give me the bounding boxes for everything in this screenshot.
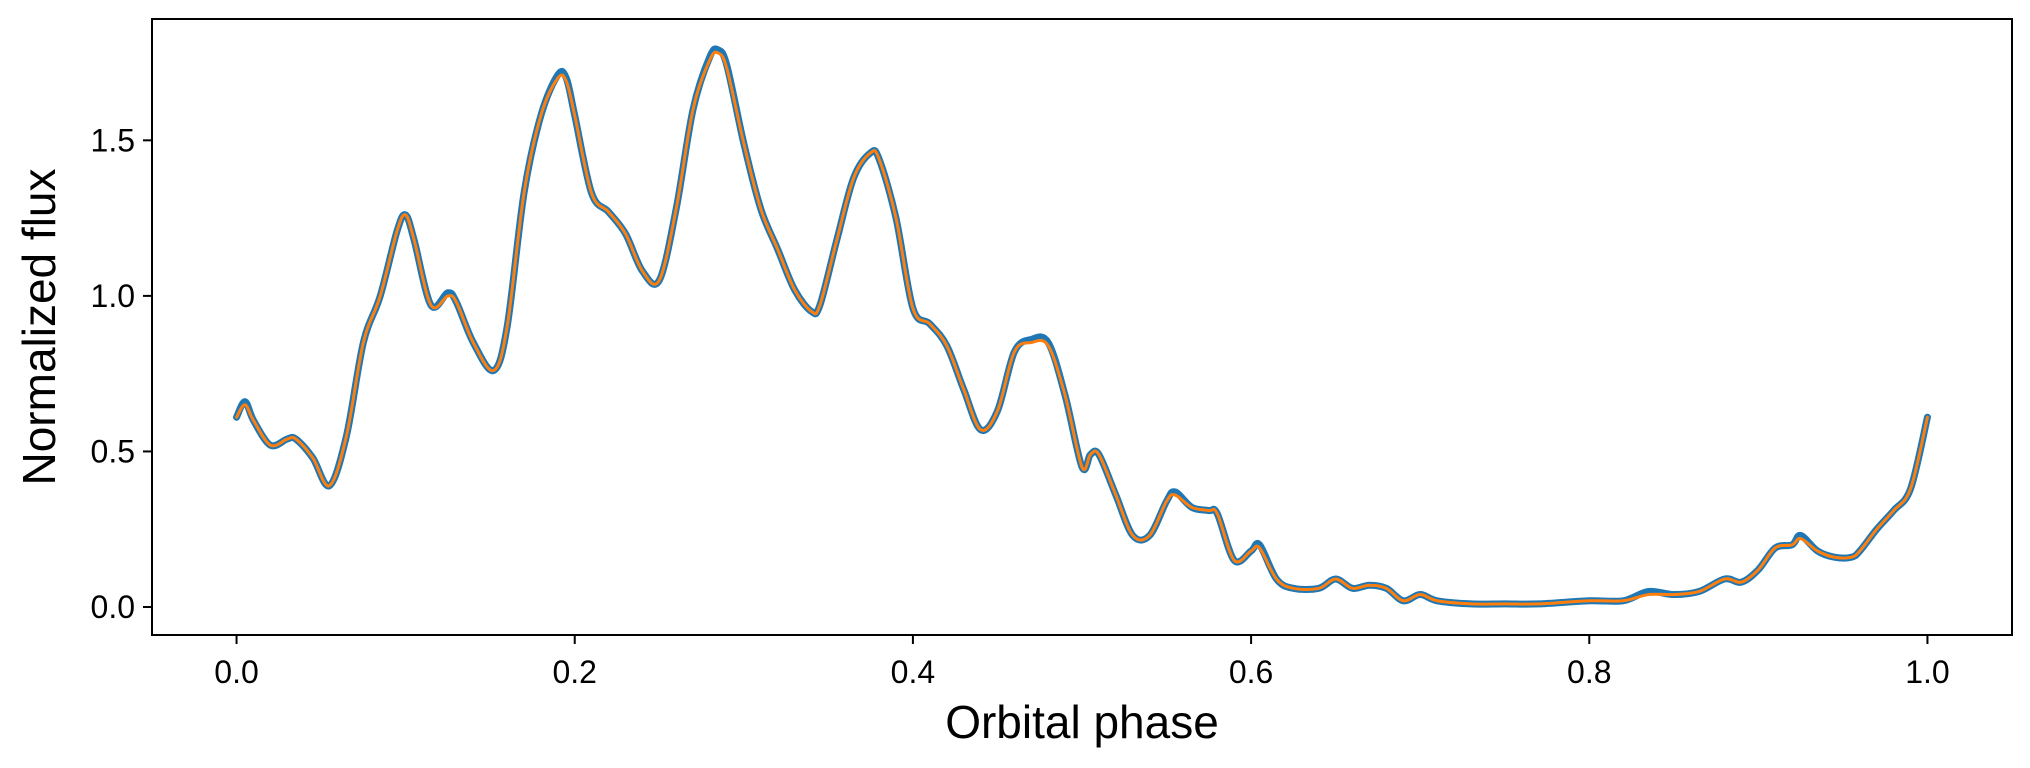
y-axis-label: Normalized flux [13, 169, 65, 486]
x-axis: 0.0 0.2 0.4 0.6 0.8 1.0 [214, 635, 1950, 690]
series-layer [233, 45, 1931, 608]
plot-frame [151, 18, 2013, 636]
x-axis-label: Orbital phase [945, 696, 1219, 748]
y-axis: 0.0 0.5 1.0 1.5 [91, 122, 152, 625]
y-tick-label: 0.0 [91, 589, 135, 625]
x-tick-label: 0.4 [891, 654, 935, 690]
x-tick-label: 0.0 [214, 654, 258, 690]
y-tick-label: 1.5 [91, 122, 135, 158]
x-tick-label: 0.2 [552, 654, 596, 690]
x-tick-label: 0.6 [1229, 654, 1273, 690]
model-flux-line [235, 50, 1929, 606]
y-tick-label: 1.0 [91, 278, 135, 314]
x-tick-label: 1.0 [1905, 654, 1949, 690]
y-tick-label: 0.5 [91, 433, 135, 469]
x-tick-label: 0.8 [1567, 654, 1611, 690]
